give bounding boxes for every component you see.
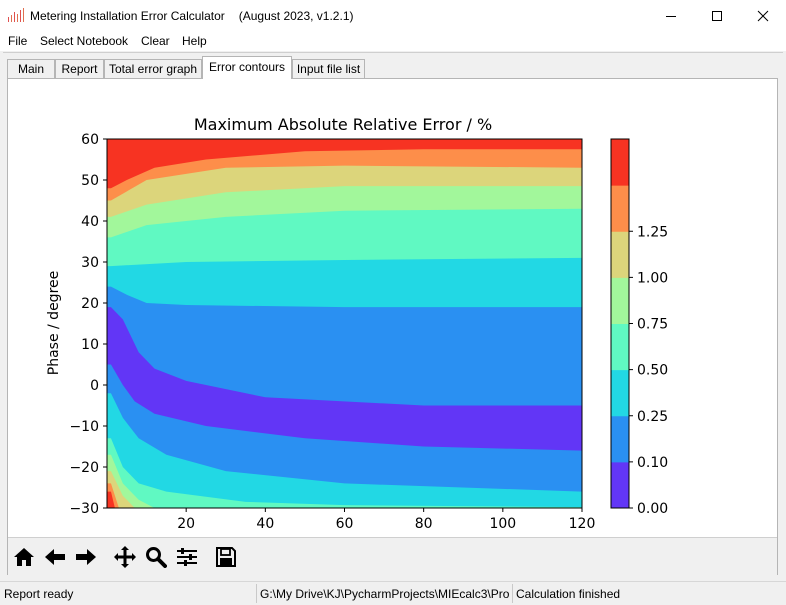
configure-subplots-button[interactable] (175, 545, 199, 569)
x-tick-label: 120 (569, 516, 596, 532)
tab-report[interactable]: Report (55, 59, 104, 78)
maximize-button[interactable] (694, 0, 740, 31)
forward-button[interactable] (74, 545, 98, 569)
tab-error-contours[interactable]: Error contours (202, 56, 292, 79)
home-icon (14, 548, 34, 566)
colorbar-swatch (611, 415, 629, 463)
y-tick-label: 10 (81, 337, 99, 353)
status-left: Report ready (4, 587, 74, 601)
app-icon (8, 8, 24, 22)
menu-bar: File Select Notebook Clear Help (0, 31, 786, 51)
status-bar: Report ready G:\My Drive\KJ\PycharmProje… (0, 581, 786, 605)
title-bar: Metering Installation Error Calculator (A… (0, 0, 786, 31)
plot-panel: Maximum Absolute Relative Error / % Phas… (7, 78, 778, 575)
zoom-button[interactable] (144, 545, 168, 569)
minimize-button[interactable] (648, 0, 694, 31)
colorbar-tick-label: 1.25 (637, 224, 668, 240)
colorbar-tick-label: 0.75 (637, 317, 668, 333)
configure-subplots-icon (177, 548, 197, 566)
save-button[interactable] (214, 545, 238, 569)
version-label: (August 2023, v1.2.1) (238, 9, 354, 23)
status-right: Calculation finished (516, 587, 621, 601)
tab-total-error-graph[interactable]: Total error graph (104, 59, 202, 78)
tab-input-file-list[interactable]: Input file list (292, 59, 365, 78)
x-tick-label: 80 (415, 516, 433, 532)
y-tick-label: 40 (81, 214, 99, 230)
contour-chart: Maximum Absolute Relative Error / % Phas… (46, 115, 668, 532)
forward-arrow-icon (76, 549, 96, 565)
contour-fills (107, 139, 582, 508)
colorbar-swatch (611, 277, 629, 324)
colorbar-tick-label: 0.00 (637, 501, 668, 517)
colorbar-tick-label: 0.10 (637, 455, 668, 471)
window-title: Metering Installation Error Calculator (A… (30, 9, 354, 23)
colorbar-tick-label: 0.25 (637, 409, 668, 425)
colorbar-swatch (611, 139, 629, 186)
pan-button[interactable] (113, 545, 137, 569)
y-tick-label: −10 (69, 419, 99, 435)
y-axis-label: Phase / degree (46, 271, 62, 375)
x-tick-label: 100 (489, 516, 516, 532)
y-tick-label: −20 (69, 460, 99, 476)
status-separator (512, 584, 513, 603)
axes: −30 −20 −10 0 10 20 30 40 50 60 20 40 60 80 100 120 (69, 132, 595, 532)
x-tick-label: 60 (336, 516, 354, 532)
close-icon (757, 10, 769, 21)
y-tick-label: 60 (81, 132, 99, 148)
colorbar-tick-label: 0.50 (637, 363, 668, 379)
maximize-icon (712, 10, 722, 21)
colorbar-swatch (611, 185, 629, 232)
status-separator (256, 584, 257, 603)
tab-main[interactable]: Main (7, 59, 55, 78)
y-tick-label: −30 (69, 501, 99, 517)
chart-title: Maximum Absolute Relative Error / % (194, 115, 492, 134)
y-tick-label: 30 (81, 255, 99, 271)
y-tick-label: 50 (81, 173, 99, 189)
y-tick-label: 0 (90, 378, 99, 394)
x-tick-label: 20 (177, 516, 195, 532)
home-button[interactable] (12, 545, 36, 569)
plot-toolbar (8, 537, 777, 576)
colorbar-tick-label: 1.00 (637, 270, 668, 286)
colorbar-swatch (611, 231, 629, 278)
colorbar-swatch (611, 369, 629, 417)
save-disk-icon (216, 547, 236, 567)
y-tick-label: 20 (81, 296, 99, 312)
contour-region (107, 307, 582, 451)
pan-move-icon (114, 546, 136, 568)
menu-select-notebook[interactable]: Select Notebook (40, 34, 129, 48)
colorbar: 0.00 0.10 0.25 0.50 0.75 1.00 1.25 (610, 138, 668, 517)
back-button[interactable] (43, 545, 67, 569)
menu-help[interactable]: Help (182, 34, 207, 48)
colorbar-swatch (611, 461, 629, 509)
minimize-icon (666, 15, 676, 17)
zoom-magnifier-icon (146, 547, 167, 568)
menu-clear[interactable]: Clear (141, 34, 170, 48)
x-tick-label: 40 (256, 516, 274, 532)
colorbar-swatch (611, 323, 629, 371)
menu-file[interactable]: File (8, 34, 28, 48)
back-arrow-icon (45, 549, 65, 565)
close-button[interactable] (740, 0, 786, 31)
status-path: G:\My Drive\KJ\PycharmProjects\MIEcalc3\… (260, 587, 510, 601)
